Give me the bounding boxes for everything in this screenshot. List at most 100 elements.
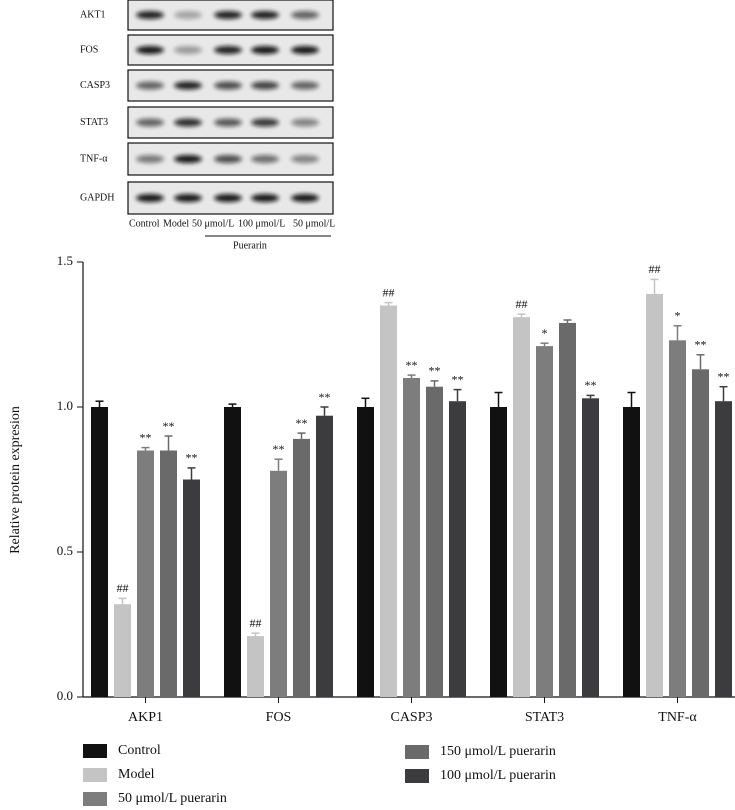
bar bbox=[270, 470, 287, 697]
significance: ** bbox=[452, 372, 464, 386]
significance: ** bbox=[319, 390, 331, 404]
blot-band bbox=[214, 194, 242, 202]
blot-band bbox=[174, 194, 202, 202]
blot-band bbox=[174, 11, 202, 19]
bar bbox=[160, 450, 177, 697]
x-tick-label: AKP1 bbox=[128, 710, 163, 725]
blot-band bbox=[251, 118, 279, 127]
bar bbox=[490, 407, 507, 697]
significance: ## bbox=[649, 262, 661, 276]
bar bbox=[426, 386, 443, 697]
x-tick-label: STAT3 bbox=[525, 710, 564, 725]
bar bbox=[137, 450, 154, 697]
significance: ## bbox=[383, 285, 395, 299]
blot-row-label: GAPDH bbox=[80, 192, 114, 203]
bar bbox=[692, 369, 709, 697]
blot-band bbox=[174, 155, 202, 163]
bar bbox=[449, 401, 466, 697]
legend-label: 100 μmol/L puerarin bbox=[440, 768, 556, 783]
significance: ## bbox=[117, 581, 129, 595]
legend-label: 150 μmol/L puerarin bbox=[440, 744, 556, 759]
legend-swatch bbox=[83, 792, 107, 806]
y-tick-label: 1.5 bbox=[57, 253, 73, 268]
bar bbox=[403, 378, 420, 697]
significance: ** bbox=[273, 442, 285, 456]
significance: ** bbox=[718, 369, 730, 383]
blot-band bbox=[291, 155, 319, 163]
blot-row-label: FOS bbox=[80, 44, 98, 55]
x-tick-label: CASP3 bbox=[390, 710, 432, 725]
blot-band bbox=[251, 81, 279, 90]
legend-swatch bbox=[83, 744, 107, 758]
legend-label: Control bbox=[118, 743, 161, 758]
significance: * bbox=[675, 309, 681, 323]
bar bbox=[669, 340, 686, 697]
blot-band bbox=[214, 11, 242, 19]
blot-band bbox=[251, 11, 279, 19]
blot-band bbox=[291, 118, 319, 127]
blot-row-label: STAT3 bbox=[80, 117, 108, 128]
blot-band bbox=[136, 194, 164, 202]
significance: ** bbox=[163, 419, 175, 433]
bar bbox=[316, 415, 333, 697]
significance: ## bbox=[250, 616, 262, 630]
blot-band bbox=[174, 46, 202, 54]
bar bbox=[513, 317, 530, 697]
significance: ** bbox=[406, 358, 418, 372]
significance: ** bbox=[429, 364, 441, 378]
x-tick-label: FOS bbox=[266, 710, 292, 725]
bar bbox=[114, 604, 131, 697]
blot-band bbox=[251, 46, 279, 54]
y-tick-label: 0.5 bbox=[57, 543, 73, 558]
legend-label: 50 μmol/L puerarin bbox=[118, 791, 227, 806]
group-label: Puerarin bbox=[233, 240, 267, 251]
bar bbox=[224, 407, 241, 697]
blot-band bbox=[174, 118, 202, 127]
bar bbox=[623, 407, 640, 697]
bar bbox=[293, 438, 310, 697]
bar bbox=[646, 293, 663, 697]
blot-band bbox=[136, 11, 164, 19]
significance: ** bbox=[585, 378, 597, 392]
significance: ** bbox=[186, 451, 198, 465]
blot-row-label: TNF-α bbox=[80, 153, 108, 164]
significance: ** bbox=[695, 338, 707, 352]
bar bbox=[582, 398, 599, 697]
blot-band bbox=[174, 81, 202, 90]
significance: ** bbox=[140, 430, 152, 444]
x-tick-label: TNF-α bbox=[658, 710, 697, 725]
blot-lane-label: Control bbox=[129, 218, 160, 229]
blot-lane-label: 100 μmol/L bbox=[238, 218, 285, 229]
bar bbox=[183, 479, 200, 697]
bar bbox=[380, 305, 397, 697]
bar bbox=[357, 407, 374, 697]
significance: ## bbox=[516, 297, 528, 311]
blot-row-label: AKT1 bbox=[80, 9, 106, 20]
blot-band bbox=[291, 46, 319, 54]
legend-label: Model bbox=[118, 767, 155, 782]
blot-lane-label: Model bbox=[163, 218, 189, 229]
legend-swatch bbox=[83, 768, 107, 782]
blot-band bbox=[291, 194, 319, 202]
bar bbox=[91, 407, 108, 697]
bar bbox=[559, 322, 576, 697]
blot-band bbox=[251, 155, 279, 163]
legend-swatch bbox=[405, 745, 429, 759]
y-tick-label: 0.0 bbox=[57, 688, 73, 703]
significance: ** bbox=[296, 416, 308, 430]
blot-band bbox=[136, 81, 164, 90]
significance: * bbox=[542, 326, 548, 340]
blot-row-label: CASP3 bbox=[80, 80, 110, 91]
bar bbox=[715, 401, 732, 697]
bar bbox=[247, 636, 264, 697]
blot-band bbox=[291, 11, 319, 19]
blot-band bbox=[291, 81, 319, 90]
blot-band bbox=[214, 155, 242, 163]
blot-lane-label: 50 μmol/L bbox=[293, 218, 335, 229]
legend-swatch bbox=[405, 769, 429, 783]
blot-band bbox=[136, 46, 164, 54]
y-axis-label: Relative protein expresion bbox=[8, 406, 23, 554]
blot-band bbox=[251, 194, 279, 202]
y-tick-label: 1.0 bbox=[57, 398, 73, 413]
